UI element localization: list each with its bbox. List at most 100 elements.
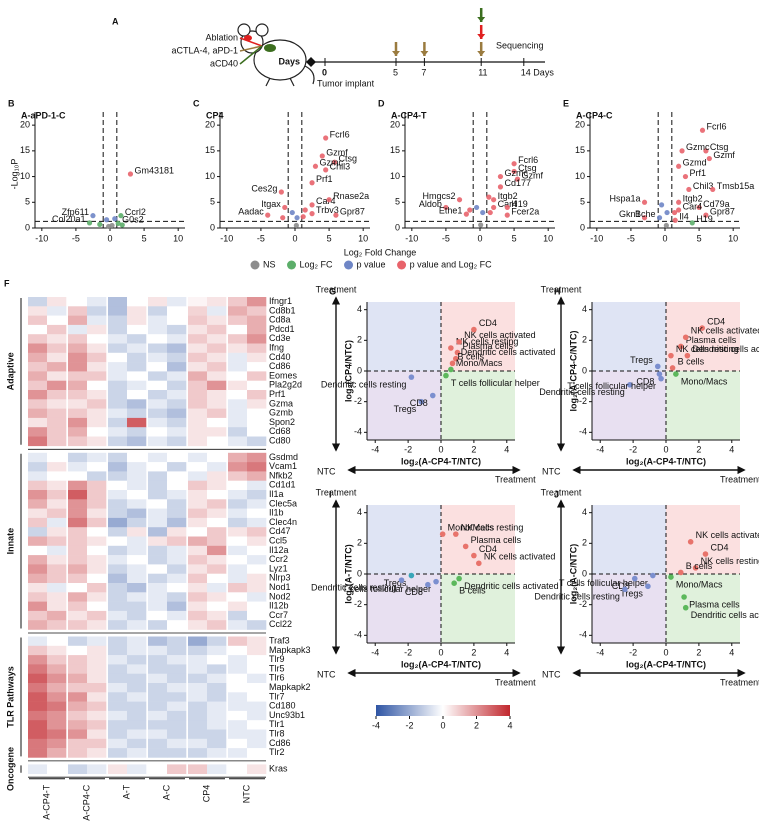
heatmap-cell (108, 729, 128, 740)
heatmap-cell (188, 452, 208, 463)
heatmap-cell (148, 527, 168, 537)
gene-label: Car4 (683, 201, 703, 211)
heatmap-cell (68, 620, 88, 630)
heatmap-cell (188, 352, 208, 363)
heatmap-cell (148, 436, 168, 447)
heatmap-cell (108, 436, 128, 447)
x-tick-label: 0 (663, 444, 668, 454)
heatmap-cell (167, 436, 187, 447)
heatmap-cell (207, 748, 227, 758)
heatmap-cell (87, 490, 107, 500)
cell-point (448, 366, 454, 373)
heatmap-cell (28, 380, 48, 391)
heatmap-cell (247, 564, 267, 574)
volcano-point (456, 197, 463, 203)
x-tick-label: 0 (438, 444, 443, 454)
volcano-point (319, 153, 325, 159)
gene-label: Pdcd1 (269, 324, 295, 334)
heatmap-cell (228, 324, 248, 335)
heatmap-cell (188, 729, 208, 740)
heatmap-cell (47, 664, 67, 674)
heatmap-cell (108, 545, 128, 556)
cell-point (456, 575, 462, 582)
heatmap-cell (167, 701, 187, 712)
heatmap-cell (247, 636, 267, 647)
volcano-point (658, 202, 665, 208)
quadrant-bg (666, 371, 740, 440)
heatmap-cell (247, 427, 267, 437)
heatmap-cell (28, 683, 48, 693)
heatmap-cell (167, 480, 187, 491)
heatmap-cell (127, 748, 147, 758)
heatmap-cell (188, 536, 208, 547)
heatmap-cell (87, 380, 107, 391)
heatmap-cell (68, 636, 88, 647)
y-tick-label: 20 (575, 120, 585, 130)
heatmap-cell (108, 490, 128, 500)
heatmap-cell (47, 334, 67, 344)
y-tick-label: 15 (575, 145, 585, 155)
heatmap-cell (108, 471, 128, 481)
y-tick-label: -4 (579, 630, 587, 640)
heatmap-cell (28, 462, 48, 472)
heatmap-cell (28, 408, 48, 419)
gene-label: Tmsb15a (717, 181, 755, 191)
heatmap-cell (127, 729, 147, 740)
x-tick-label: -4 (371, 647, 379, 657)
heatmap-cell (167, 508, 187, 519)
cell-label: CD4 (479, 318, 497, 328)
heatmap-cell (127, 655, 147, 665)
volcano-point (676, 163, 682, 169)
heatmap-cell (108, 499, 128, 509)
heatmap-cell (228, 720, 248, 730)
heatmap-cell (247, 664, 267, 674)
heatmap-cell (207, 729, 227, 740)
cell-point (656, 371, 663, 377)
quadrant-bg (592, 505, 666, 574)
heatmap-cell (108, 655, 128, 665)
heatmap-cell (247, 362, 267, 372)
heatmap-cell (188, 334, 208, 344)
treatment-label: Ablation (205, 32, 238, 42)
heatmap-cell (188, 545, 208, 556)
heatmap-cell (47, 315, 67, 326)
gene-label: Mapkapk3 (269, 645, 311, 655)
heatmap-cell (127, 499, 147, 509)
heatmap-cell (127, 720, 147, 730)
heatmap-cell (228, 683, 248, 693)
heatmap-cell (68, 508, 88, 519)
heatmap-cell (68, 490, 88, 500)
heatmap-cell (148, 683, 168, 693)
volcano-point (103, 217, 110, 223)
gene-label: Itgb2 (683, 194, 703, 204)
heatmap-cell (228, 655, 248, 665)
volcano-point (672, 217, 678, 223)
heatmap-cell (87, 748, 107, 758)
heatmap-cell (148, 324, 168, 335)
cell-label: T cells follicular helper (567, 381, 656, 391)
heatmap-cell (28, 655, 48, 665)
heatmap-cell (68, 417, 88, 428)
gene-label: Lyz1 (269, 563, 288, 573)
volcano-point (282, 204, 288, 211)
direction-label: NTC (542, 466, 561, 476)
heatmap-cell (148, 508, 168, 519)
heatmap-cell (127, 324, 147, 335)
cell-point (684, 352, 691, 359)
gene-label: Clec5a (269, 498, 297, 508)
heatmap-cell (28, 710, 48, 721)
heatmap-cell (167, 490, 187, 500)
heatmap-cell (127, 352, 147, 363)
volcano-point (682, 173, 689, 180)
heatmap-cell (28, 536, 48, 547)
heatmap-cell (87, 324, 107, 335)
heatmap-cell (127, 480, 147, 491)
colorbar (376, 705, 510, 716)
heatmap-cell (68, 436, 88, 447)
heatmap-cell (247, 436, 267, 447)
y-tick-label: 2 (582, 538, 587, 548)
heatmap-cell (148, 748, 168, 758)
heatmap-cell (127, 536, 147, 547)
heatmap-cell (108, 764, 128, 774)
